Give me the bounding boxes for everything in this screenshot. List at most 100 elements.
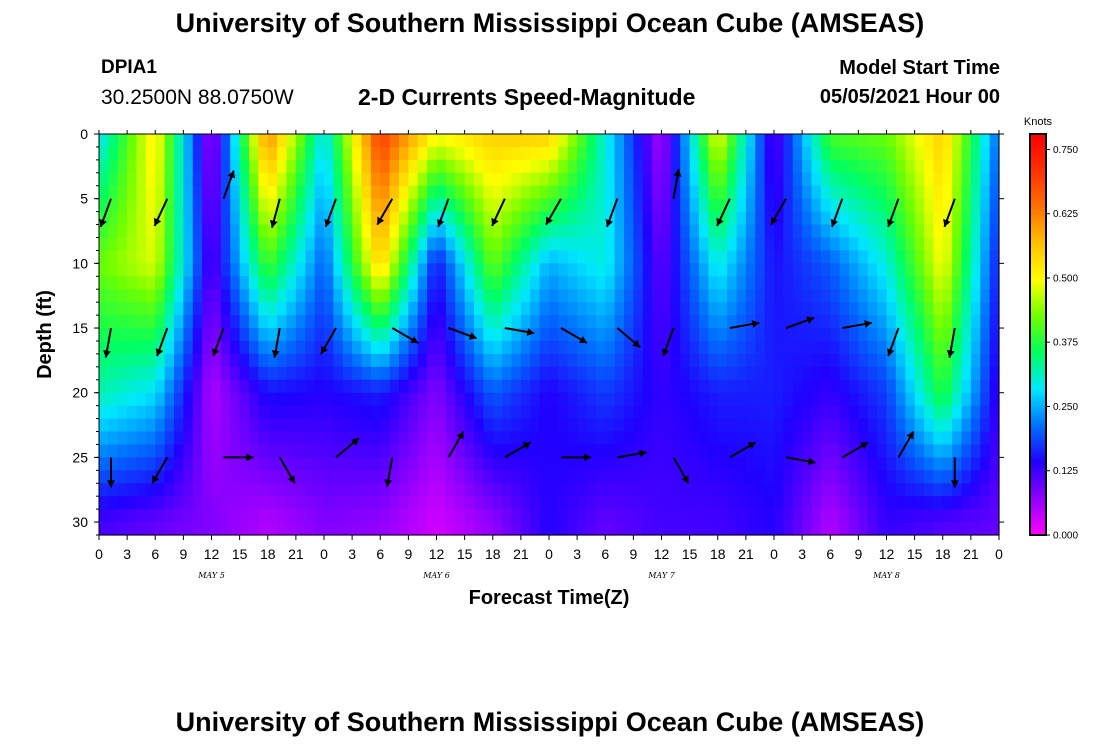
heatmap-cell xyxy=(511,470,522,484)
heatmap-cell xyxy=(164,405,175,420)
heatmap-cell xyxy=(942,496,953,510)
heatmap-cell xyxy=(136,431,147,446)
heatmap-cell xyxy=(492,405,503,420)
heatmap-cell xyxy=(980,211,991,226)
heatmap-cell xyxy=(127,496,138,510)
heatmap-cell xyxy=(295,431,306,446)
heatmap-cell xyxy=(511,457,522,471)
heatmap-cell xyxy=(830,198,841,213)
heatmap-cell xyxy=(502,224,513,239)
heatmap-cell xyxy=(952,418,963,433)
heatmap-cell xyxy=(736,237,747,252)
heatmap-cell xyxy=(530,172,541,187)
heatmap-cell xyxy=(942,159,953,174)
vector-arrowhead xyxy=(351,438,359,446)
heatmap-cell xyxy=(464,444,475,458)
heatmap-cell xyxy=(258,444,269,458)
vector-arrowhead xyxy=(886,348,895,357)
heatmap-cell xyxy=(858,134,869,148)
heatmap-cell xyxy=(708,159,719,174)
heatmap-cell xyxy=(680,431,691,446)
heatmap-cell xyxy=(577,146,588,161)
heatmap-cell xyxy=(155,159,166,174)
x-tick-label: 9 xyxy=(854,546,862,562)
heatmap-cell xyxy=(820,237,831,252)
heatmap-cell xyxy=(877,289,888,303)
heatmap-cell xyxy=(230,457,241,471)
heatmap-cell xyxy=(502,509,513,523)
heatmap-cell xyxy=(427,405,438,420)
vector-arrowhead xyxy=(886,218,895,227)
heatmap-cell xyxy=(755,185,766,200)
heatmap-cell xyxy=(539,457,550,471)
x-tick-label: 21 xyxy=(963,546,979,562)
heatmap-cell xyxy=(633,302,644,316)
heatmap-cell xyxy=(558,134,569,148)
heatmap-cell xyxy=(145,172,156,187)
heatmap-cell xyxy=(877,198,888,213)
heatmap-cell xyxy=(642,444,653,458)
heatmap-cell xyxy=(783,340,794,355)
heatmap-cell xyxy=(774,315,784,329)
heatmap-cell xyxy=(736,302,747,316)
heatmap-cell xyxy=(699,263,709,277)
heatmap-cell xyxy=(924,509,934,523)
heatmap-cell xyxy=(530,146,541,161)
heatmap-cell xyxy=(455,405,466,420)
heatmap-cell xyxy=(352,366,363,381)
heatmap-cell xyxy=(127,276,138,290)
heatmap-cell xyxy=(970,392,981,407)
heatmap-cell xyxy=(370,172,381,187)
heatmap-cell xyxy=(717,379,728,394)
heatmap-cell xyxy=(483,392,494,407)
heatmap-cell xyxy=(839,263,850,277)
heatmap-cell xyxy=(145,522,156,536)
heatmap-cell xyxy=(127,134,138,148)
heatmap-cell xyxy=(830,366,841,381)
heatmap-cell xyxy=(774,185,784,200)
heatmap-cell xyxy=(145,379,156,394)
heatmap-cell xyxy=(267,146,278,161)
heatmap-cell xyxy=(117,379,128,394)
heatmap-cell xyxy=(830,159,841,174)
heatmap-cell xyxy=(924,289,934,303)
heatmap-cell xyxy=(145,315,156,329)
colorbar-tick-label: 0.625 xyxy=(1053,209,1078,220)
heatmap-cell xyxy=(652,353,663,368)
heatmap-cell xyxy=(239,379,250,394)
heatmap-cell xyxy=(811,496,822,510)
heatmap-cell xyxy=(202,457,213,471)
heatmap-cell xyxy=(905,250,916,264)
heatmap-cell xyxy=(342,444,353,458)
heatmap-cell xyxy=(249,159,259,174)
heatmap-cell xyxy=(539,496,550,510)
heatmap-cell xyxy=(577,509,588,523)
heatmap-cell xyxy=(483,418,494,433)
heatmap-cell xyxy=(633,496,644,510)
current-vector xyxy=(222,170,236,200)
heatmap-cell xyxy=(839,470,850,484)
heatmap-cell xyxy=(605,172,616,187)
heatmap-cell xyxy=(108,328,119,342)
heatmap-cell xyxy=(605,444,616,458)
heatmap-cell xyxy=(952,340,963,355)
heatmap-cell xyxy=(295,457,306,471)
heatmap-cell xyxy=(699,159,709,174)
heatmap-cell xyxy=(352,185,363,200)
heatmap-cell xyxy=(408,457,419,471)
heatmap-cell xyxy=(539,405,550,420)
heatmap-cell xyxy=(230,379,241,394)
heatmap-cell xyxy=(277,198,288,213)
heatmap-cell xyxy=(980,328,991,342)
heatmap-cell xyxy=(680,289,691,303)
heatmap-cell xyxy=(961,496,972,510)
heatmap-cell xyxy=(764,159,775,174)
heatmap-cell xyxy=(417,263,428,277)
heatmap-cell xyxy=(680,392,691,407)
heatmap-cell xyxy=(324,366,334,381)
heatmap-cell xyxy=(699,185,709,200)
heatmap-cell xyxy=(492,470,503,484)
heatmap-cell xyxy=(267,353,278,368)
heatmap-cell xyxy=(389,146,400,161)
heatmap-cell xyxy=(249,522,259,536)
